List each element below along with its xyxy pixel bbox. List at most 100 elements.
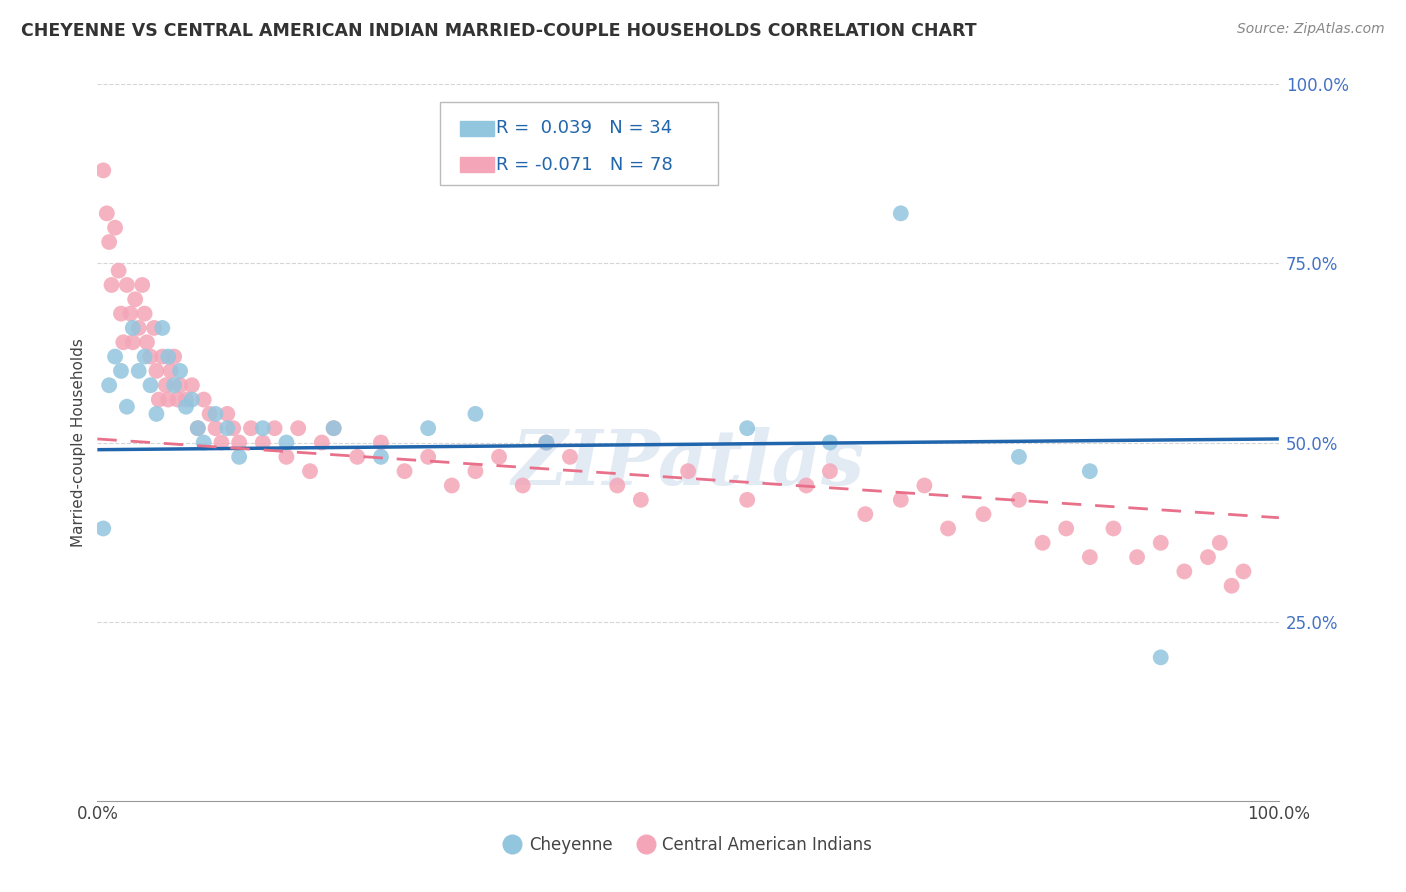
Point bbox=[1078, 550, 1101, 565]
Point bbox=[204, 407, 226, 421]
Point bbox=[228, 450, 250, 464]
Point bbox=[157, 392, 180, 407]
Point bbox=[134, 307, 156, 321]
Point bbox=[204, 421, 226, 435]
Point bbox=[136, 335, 159, 350]
Text: CHEYENNE VS CENTRAL AMERICAN INDIAN MARRIED-COUPLE HOUSEHOLDS CORRELATION CHART: CHEYENNE VS CENTRAL AMERICAN INDIAN MARR… bbox=[21, 22, 977, 40]
Point bbox=[536, 435, 558, 450]
Point bbox=[91, 163, 114, 178]
Point bbox=[936, 521, 959, 535]
Point bbox=[104, 350, 127, 364]
Point bbox=[180, 378, 202, 392]
Point bbox=[239, 421, 262, 435]
Point bbox=[180, 392, 202, 407]
Point bbox=[558, 450, 581, 464]
Point bbox=[166, 392, 188, 407]
Point bbox=[322, 421, 344, 435]
Point bbox=[676, 464, 699, 478]
Legend: Cheyenne, Central American Indians: Cheyenne, Central American Indians bbox=[498, 829, 879, 860]
Point bbox=[1032, 536, 1054, 550]
Point bbox=[174, 400, 197, 414]
Text: R = -0.071   N = 78: R = -0.071 N = 78 bbox=[495, 155, 672, 174]
Point bbox=[198, 407, 221, 421]
Point bbox=[630, 492, 652, 507]
Point bbox=[370, 435, 392, 450]
Point bbox=[818, 435, 841, 450]
Point bbox=[193, 392, 215, 407]
Point bbox=[440, 478, 463, 492]
Point bbox=[512, 478, 534, 492]
Point bbox=[128, 321, 150, 335]
Point bbox=[121, 321, 143, 335]
Point bbox=[912, 478, 935, 492]
Point bbox=[1102, 521, 1125, 535]
Point bbox=[104, 220, 127, 235]
Point bbox=[174, 392, 197, 407]
Point bbox=[100, 277, 122, 292]
Point bbox=[1173, 565, 1195, 579]
Point bbox=[124, 293, 146, 307]
Point bbox=[1008, 492, 1031, 507]
Point bbox=[418, 450, 440, 464]
Point bbox=[735, 492, 758, 507]
Point bbox=[98, 235, 121, 249]
Bar bbox=[460, 157, 494, 172]
Point bbox=[217, 421, 239, 435]
Point bbox=[1150, 536, 1173, 550]
Point bbox=[1054, 521, 1077, 535]
Point bbox=[121, 335, 143, 350]
Point bbox=[1008, 450, 1031, 464]
Point bbox=[890, 492, 912, 507]
Point bbox=[536, 435, 558, 450]
Point bbox=[853, 507, 876, 521]
Point bbox=[169, 364, 191, 378]
Point bbox=[120, 307, 142, 321]
Point bbox=[228, 435, 250, 450]
Point bbox=[1209, 536, 1232, 550]
Y-axis label: Married-couple Households: Married-couple Households bbox=[72, 338, 86, 547]
Point bbox=[464, 407, 486, 421]
Point bbox=[794, 478, 817, 492]
Point bbox=[150, 321, 173, 335]
Point bbox=[110, 307, 132, 321]
Point bbox=[134, 350, 156, 364]
Point bbox=[148, 392, 170, 407]
Point bbox=[187, 421, 209, 435]
Point bbox=[110, 364, 132, 378]
Point bbox=[276, 435, 298, 450]
Point bbox=[972, 507, 994, 521]
Point bbox=[145, 407, 167, 421]
Point bbox=[150, 350, 173, 364]
Point bbox=[1150, 650, 1173, 665]
Point bbox=[890, 206, 912, 220]
Point bbox=[346, 450, 368, 464]
Point bbox=[299, 464, 322, 478]
Point bbox=[735, 421, 758, 435]
Point bbox=[1220, 579, 1243, 593]
Text: Source: ZipAtlas.com: Source: ZipAtlas.com bbox=[1237, 22, 1385, 37]
Point bbox=[1078, 464, 1101, 478]
Point bbox=[252, 421, 274, 435]
Point bbox=[143, 321, 166, 335]
Point bbox=[418, 421, 440, 435]
Point bbox=[145, 364, 167, 378]
FancyBboxPatch shape bbox=[440, 103, 717, 185]
Point bbox=[464, 464, 486, 478]
Point bbox=[163, 350, 186, 364]
Text: ZIPatlas: ZIPatlas bbox=[512, 427, 865, 501]
Point bbox=[252, 435, 274, 450]
Point bbox=[115, 277, 138, 292]
Point bbox=[488, 450, 510, 464]
Point bbox=[139, 378, 162, 392]
Bar bbox=[460, 120, 494, 136]
Point bbox=[131, 277, 153, 292]
Point bbox=[91, 521, 114, 535]
Point bbox=[112, 335, 135, 350]
Point bbox=[163, 378, 186, 392]
Point bbox=[217, 407, 239, 421]
Point bbox=[98, 378, 121, 392]
Point bbox=[96, 206, 118, 220]
Point bbox=[1232, 565, 1254, 579]
Point bbox=[263, 421, 285, 435]
Point bbox=[311, 435, 333, 450]
